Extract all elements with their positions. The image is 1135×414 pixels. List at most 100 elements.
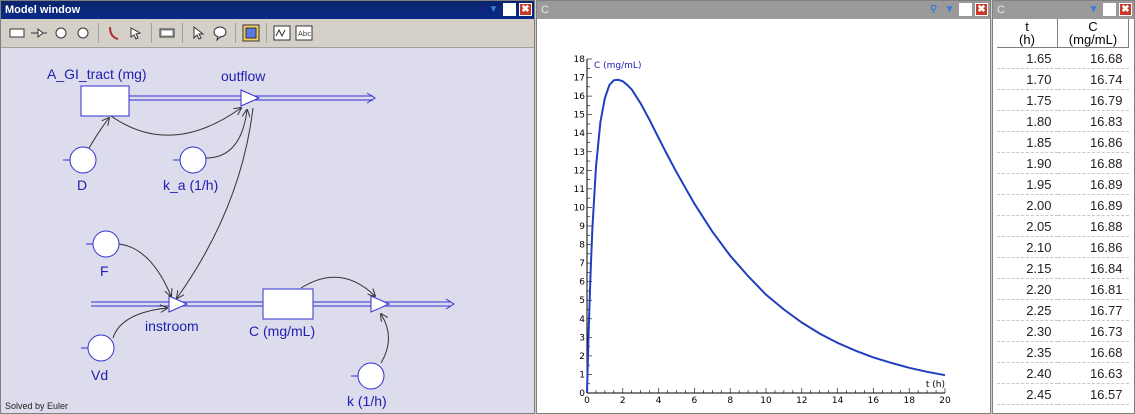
concentration-chart: 0 2 4 6 8 10 12 14 16 18 2001234567891011121314151… — [574, 55, 951, 406]
x-tick-label: 20 — [939, 396, 951, 406]
table-window-title: C — [997, 4, 1005, 16]
ka-constant[interactable] — [173, 146, 207, 174]
flow-tool-icon[interactable] — [29, 23, 49, 43]
outflow-valve-icon[interactable] — [240, 89, 261, 107]
cell-t: 2.15 — [997, 257, 1058, 279]
maximize-icon[interactable] — [1103, 3, 1116, 16]
y-tick-label: 0 — [579, 389, 585, 399]
button-tool-icon[interactable] — [157, 23, 177, 43]
connectors — [88, 108, 389, 364]
cell-c: 16.89 — [1057, 173, 1129, 195]
collapse-icon[interactable]: ▼ — [488, 4, 499, 15]
cell-c: 16.84 — [1057, 257, 1129, 279]
cell-t: 2.40 — [997, 362, 1058, 384]
stock-tool-icon[interactable] — [7, 23, 27, 43]
toolbar-separator — [235, 23, 236, 43]
table-row[interactable]: 1.75 16.79 — [997, 89, 1129, 111]
toolbar-separator — [151, 23, 152, 43]
cell-c: 16.89 — [1057, 194, 1129, 216]
magnifier-icon[interactable]: ⚲ — [929, 4, 938, 15]
maximize-icon[interactable] — [959, 3, 972, 16]
cell-c: 16.57 — [1057, 383, 1129, 405]
table-window-titlebar[interactable]: C ▼ ✖ — [993, 1, 1134, 19]
column-header-c[interactable]: C (mg/mL) — [1057, 19, 1129, 48]
model-canvas[interactable]: A_GI_tract (mg) outflow D k_a (1/h) F in… — [1, 48, 534, 413]
cell-t: 2.05 — [997, 215, 1058, 237]
d-constant[interactable] — [63, 146, 97, 174]
y-tick-label: 12 — [574, 166, 585, 176]
table-row[interactable]: 2.10 16.86 — [997, 236, 1129, 258]
solver-status: Solved by Euler — [5, 401, 69, 411]
collapse-icon[interactable]: ▼ — [944, 4, 955, 15]
stock-a-gi-tract[interactable] — [80, 85, 130, 117]
label-c: C (mg/mL) — [249, 323, 315, 339]
elimination-valve-icon[interactable] — [370, 295, 391, 313]
label-vd: Vd — [91, 367, 108, 383]
x-tick-label: 2 — [620, 396, 626, 406]
f-constant[interactable] — [86, 230, 120, 258]
model-window-titlebar[interactable]: Model window ▼ ✖ — [1, 1, 534, 19]
label-instroom: instroom — [145, 318, 199, 334]
slider-tool-icon[interactable] — [272, 23, 292, 43]
table-row[interactable]: 2.20 16.81 — [997, 278, 1129, 300]
table-area[interactable]: t (h) C (mg/mL) 1.65 16.68 1.70 16.74 1.75 16… — [993, 19, 1134, 413]
label-k: k (1/h) — [347, 393, 387, 409]
cell-c: 16.83 — [1057, 110, 1129, 132]
x-tick-label: 14 — [832, 396, 844, 406]
table-row[interactable]: 1.85 16.86 — [997, 131, 1129, 153]
window-controls: ▼ ✖ — [1087, 3, 1132, 16]
cell-t: 2.25 — [997, 299, 1058, 321]
close-icon[interactable]: ✖ — [975, 3, 988, 16]
cell-t: 1.85 — [997, 131, 1058, 153]
constant-tool-icon[interactable] — [73, 23, 93, 43]
maximize-icon[interactable] — [503, 3, 516, 16]
cell-t: 2.00 — [997, 194, 1058, 216]
close-icon[interactable]: ✖ — [1119, 3, 1132, 16]
table-row[interactable]: 2.45 16.57 — [997, 383, 1129, 405]
cell-c: 16.86 — [1057, 236, 1129, 258]
instroom-valve-icon[interactable] — [168, 295, 189, 313]
table-body: 1.65 16.68 1.70 16.74 1.75 16.79 1.80 16.83 1.85… — [997, 47, 1129, 405]
text-tool-icon[interactable]: Abc — [294, 23, 314, 43]
table-row[interactable]: 1.65 16.68 — [997, 47, 1129, 69]
window-controls: ⚲ ▼ ✖ — [927, 3, 988, 16]
table-row[interactable]: 2.00 16.89 — [997, 194, 1129, 216]
pointer-tool-icon[interactable] — [188, 23, 208, 43]
comment-tool-icon[interactable] — [210, 23, 230, 43]
label-d: D — [77, 177, 87, 193]
stock-c[interactable] — [262, 288, 314, 320]
collapse-icon[interactable]: ▼ — [1088, 4, 1099, 15]
vd-constant[interactable] — [81, 334, 115, 362]
close-icon[interactable]: ✖ — [519, 3, 532, 16]
label-a-gi-tract: A_GI_tract (mg) — [47, 66, 147, 82]
x-tick-label: 18 — [903, 396, 915, 406]
chart-area[interactable]: 0 2 4 6 8 10 12 14 16 18 20 0 1 2 3 4 5 6 7 8 9 10 11 12 13 14 15 1… — [537, 19, 990, 413]
table-row[interactable]: 2.40 16.63 — [997, 362, 1129, 384]
table-row[interactable]: 2.25 16.77 — [997, 299, 1129, 321]
column-header-t[interactable]: t (h) — [997, 19, 1058, 48]
table-row[interactable]: 1.90 16.88 — [997, 152, 1129, 174]
y-tick-label: 15 — [574, 111, 585, 121]
column-unit-t: (h) — [1019, 32, 1035, 47]
table-row[interactable]: 2.35 16.68 — [997, 341, 1129, 363]
table-row[interactable]: 2.15 16.84 — [997, 257, 1129, 279]
y-tick-label: 4 — [579, 315, 585, 325]
y-tick-label: 16 — [574, 92, 586, 102]
move-tool-icon[interactable] — [126, 23, 146, 43]
graph-window-titlebar[interactable]: C ⚲ ▼ ✖ — [537, 1, 990, 19]
connector-tool-icon[interactable] — [104, 23, 124, 43]
cell-t: 1.95 — [997, 173, 1058, 195]
graph-tool-icon[interactable] — [241, 23, 261, 43]
table-row[interactable]: 1.70 16.74 — [997, 68, 1129, 90]
k-constant[interactable] — [351, 362, 385, 390]
y-tick-label: 6 — [579, 278, 585, 288]
table-row[interactable]: 1.95 16.89 — [997, 173, 1129, 195]
table-row[interactable]: 1.80 16.83 — [997, 110, 1129, 132]
x-tick-label: 16 — [868, 396, 880, 406]
table-row[interactable]: 2.30 16.73 — [997, 320, 1129, 342]
y-tick-label: 1 — [579, 370, 585, 380]
y-tick-label: 2 — [579, 352, 585, 362]
auxiliary-tool-icon[interactable] — [51, 23, 71, 43]
model-window: Model window ▼ ✖ Abc — [0, 0, 535, 414]
table-row[interactable]: 2.05 16.88 — [997, 215, 1129, 237]
